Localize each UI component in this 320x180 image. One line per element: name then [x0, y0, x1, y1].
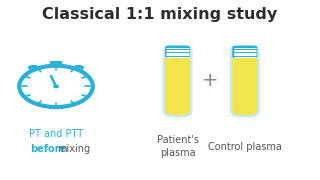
Text: +: +	[202, 71, 219, 91]
Circle shape	[19, 66, 93, 107]
FancyBboxPatch shape	[165, 46, 190, 58]
Bar	[166, 46, 189, 58]
Text: Patient's
plasma: Patient's plasma	[156, 135, 199, 158]
Text: PT and PTT: PT and PTT	[29, 129, 83, 139]
Text: Control plasma: Control plasma	[208, 142, 282, 152]
Bar	[233, 46, 257, 58]
FancyBboxPatch shape	[232, 46, 257, 58]
FancyBboxPatch shape	[231, 46, 259, 116]
FancyBboxPatch shape	[164, 46, 191, 116]
Bar	[50, 61, 62, 64]
Text: before: before	[30, 143, 66, 154]
Circle shape	[54, 85, 58, 88]
Text: mixing: mixing	[57, 143, 90, 154]
Bar	[52, 63, 60, 67]
Text: Classical 1:1 mixing study: Classical 1:1 mixing study	[42, 7, 278, 22]
